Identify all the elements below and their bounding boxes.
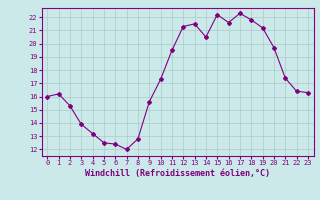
X-axis label: Windchill (Refroidissement éolien,°C): Windchill (Refroidissement éolien,°C) — [85, 169, 270, 178]
